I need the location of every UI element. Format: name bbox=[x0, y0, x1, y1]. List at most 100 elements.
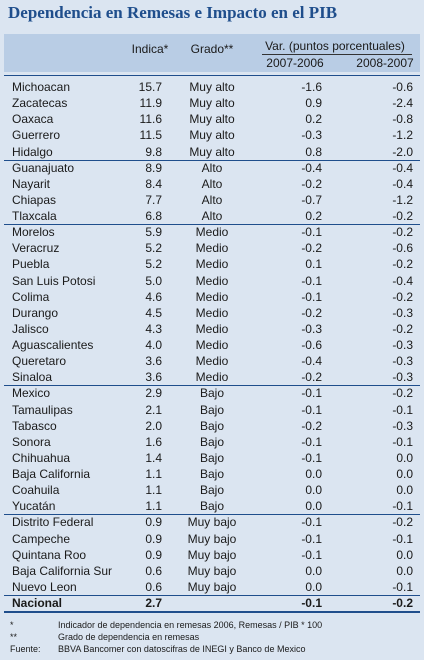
total-index: 2.7 bbox=[145, 596, 162, 610]
header-period2: 2008-2007 bbox=[356, 56, 414, 70]
cell-period1: -0.1 bbox=[301, 434, 322, 449]
cell-period1: -0.6 bbox=[301, 338, 322, 352]
cell-period2: 0.0 bbox=[396, 483, 413, 498]
cell-index: 4.5 bbox=[145, 305, 162, 320]
cell-index: 8.9 bbox=[145, 160, 162, 175]
cell-state: Mexico bbox=[12, 386, 51, 401]
cell-state: Chihuahua bbox=[12, 450, 71, 465]
cell-state: Aguascalientes bbox=[12, 338, 94, 352]
cell-state: Tlaxcala bbox=[12, 209, 57, 223]
header-period1: 2007-2006 bbox=[266, 56, 324, 70]
cell-state: Zacatecas bbox=[12, 96, 68, 111]
cell-grade: Muy alto bbox=[189, 144, 235, 159]
cell-period2: -0.3 bbox=[392, 354, 413, 369]
cell-index: 0.9 bbox=[145, 547, 162, 562]
cell-period1: -0.1 bbox=[301, 225, 322, 240]
cell-grade: Muy bajo bbox=[187, 531, 237, 546]
cell-index: 1.4 bbox=[145, 450, 162, 465]
cell-grade: Muy alto bbox=[189, 96, 235, 111]
cell-index: 0.9 bbox=[145, 531, 162, 546]
cell-index: 1.1 bbox=[145, 467, 162, 481]
cell-grade: Medio bbox=[195, 241, 229, 256]
group-separator bbox=[4, 160, 420, 161]
cell-period2: -0.8 bbox=[392, 112, 413, 127]
cell-period1: 0.9 bbox=[305, 96, 322, 111]
header-underline bbox=[262, 54, 412, 55]
cell-state: Michoacan bbox=[12, 80, 71, 94]
cell-period2: 0.0 bbox=[396, 450, 413, 465]
cell-grade: Bajo bbox=[199, 434, 225, 449]
title: Dependencia en Remesas e Impacto en el P… bbox=[8, 3, 338, 22]
cell-grade: Muy alto bbox=[189, 80, 235, 94]
cell-state: Oaxaca bbox=[12, 112, 54, 127]
cell-grade: Medio bbox=[195, 257, 229, 272]
cell-period2: -0.3 bbox=[392, 305, 413, 320]
cell-period2: -0.4 bbox=[392, 160, 413, 175]
cell-period2: 0.0 bbox=[396, 547, 413, 562]
cell-period1: 0.2 bbox=[305, 112, 322, 127]
cell-grade: Medio bbox=[195, 273, 229, 288]
cell-period1: -1.6 bbox=[301, 80, 322, 94]
cell-state: Sonora bbox=[12, 434, 51, 449]
cell-grade: Muy alto bbox=[189, 112, 235, 127]
group-separator bbox=[4, 224, 420, 225]
cell-index: 4.6 bbox=[145, 289, 162, 304]
footnote-mark: Fuente: bbox=[10, 644, 41, 654]
cell-state: Hidalgo bbox=[12, 144, 53, 159]
cell-grade: Medio bbox=[195, 338, 229, 352]
cell-period1: 0.0 bbox=[305, 563, 322, 578]
cell-index: 11.6 bbox=[139, 112, 162, 127]
cell-period1: -0.4 bbox=[301, 160, 322, 175]
cell-index: 7.7 bbox=[145, 192, 162, 207]
cell-period1: -0.1 bbox=[301, 402, 322, 417]
cell-period2: -0.1 bbox=[392, 499, 413, 514]
footnote-text: Indicador de dependencia en remesas 2006… bbox=[58, 620, 323, 630]
cell-index: 9.8 bbox=[145, 144, 162, 159]
cell-period2: -0.3 bbox=[392, 418, 413, 433]
cell-period1: -0.1 bbox=[301, 386, 322, 401]
cell-state: Yucatán bbox=[12, 499, 56, 514]
cell-period2: -0.4 bbox=[392, 273, 413, 288]
cell-index: 8.4 bbox=[145, 176, 162, 191]
group-separator bbox=[4, 514, 420, 515]
cell-index: 5.2 bbox=[145, 257, 162, 272]
cell-index: 0.6 bbox=[145, 563, 162, 578]
cell-index: 5.9 bbox=[145, 225, 162, 240]
cell-period2: -0.2 bbox=[392, 386, 413, 401]
cell-index: 3.6 bbox=[145, 354, 162, 369]
cell-state: Distrito Federal bbox=[12, 515, 94, 530]
cell-period2: -1.2 bbox=[392, 128, 413, 143]
cell-state: Colima bbox=[12, 289, 50, 304]
cell-grade: Muy alto bbox=[189, 128, 235, 143]
footnote-text: Grado de dependencia en remesas bbox=[58, 632, 200, 642]
cell-grade: Bajo bbox=[199, 467, 225, 481]
cell-grade: Alto bbox=[201, 192, 223, 207]
cell-index: 3.6 bbox=[145, 370, 162, 385]
cell-state: San Luis Potosi bbox=[12, 273, 96, 288]
cell-grade: Medio bbox=[195, 289, 229, 304]
cell-period2: -0.1 bbox=[392, 531, 413, 546]
cell-index: 0.9 bbox=[145, 515, 162, 530]
cell-index: 5.2 bbox=[145, 241, 162, 256]
cell-period1: -0.1 bbox=[301, 547, 322, 562]
cell-period2: -0.2 bbox=[392, 257, 413, 272]
cell-period2: -0.2 bbox=[392, 209, 413, 223]
footnote-mark: * bbox=[10, 620, 14, 630]
cell-grade: Muy bajo bbox=[187, 547, 237, 562]
cell-period1: -0.4 bbox=[301, 354, 322, 369]
cell-grade: Bajo bbox=[199, 450, 225, 465]
cell-period1: 0.0 bbox=[305, 483, 322, 498]
rule bbox=[4, 75, 420, 76]
cell-grade: Bajo bbox=[199, 386, 225, 401]
cell-state: Nayarit bbox=[12, 176, 51, 191]
cell-index: 0.6 bbox=[145, 579, 162, 594]
cell-period2: -2.0 bbox=[392, 144, 413, 159]
cell-index: 1.6 bbox=[145, 434, 162, 449]
total-label: Nacional bbox=[12, 596, 63, 610]
cell-period2: -0.4 bbox=[392, 176, 413, 191]
cell-state: Jalisco bbox=[12, 321, 49, 336]
cell-period1: -0.3 bbox=[301, 128, 322, 143]
cell-index: 6.8 bbox=[145, 209, 162, 223]
cell-grade: Medio bbox=[195, 225, 229, 240]
